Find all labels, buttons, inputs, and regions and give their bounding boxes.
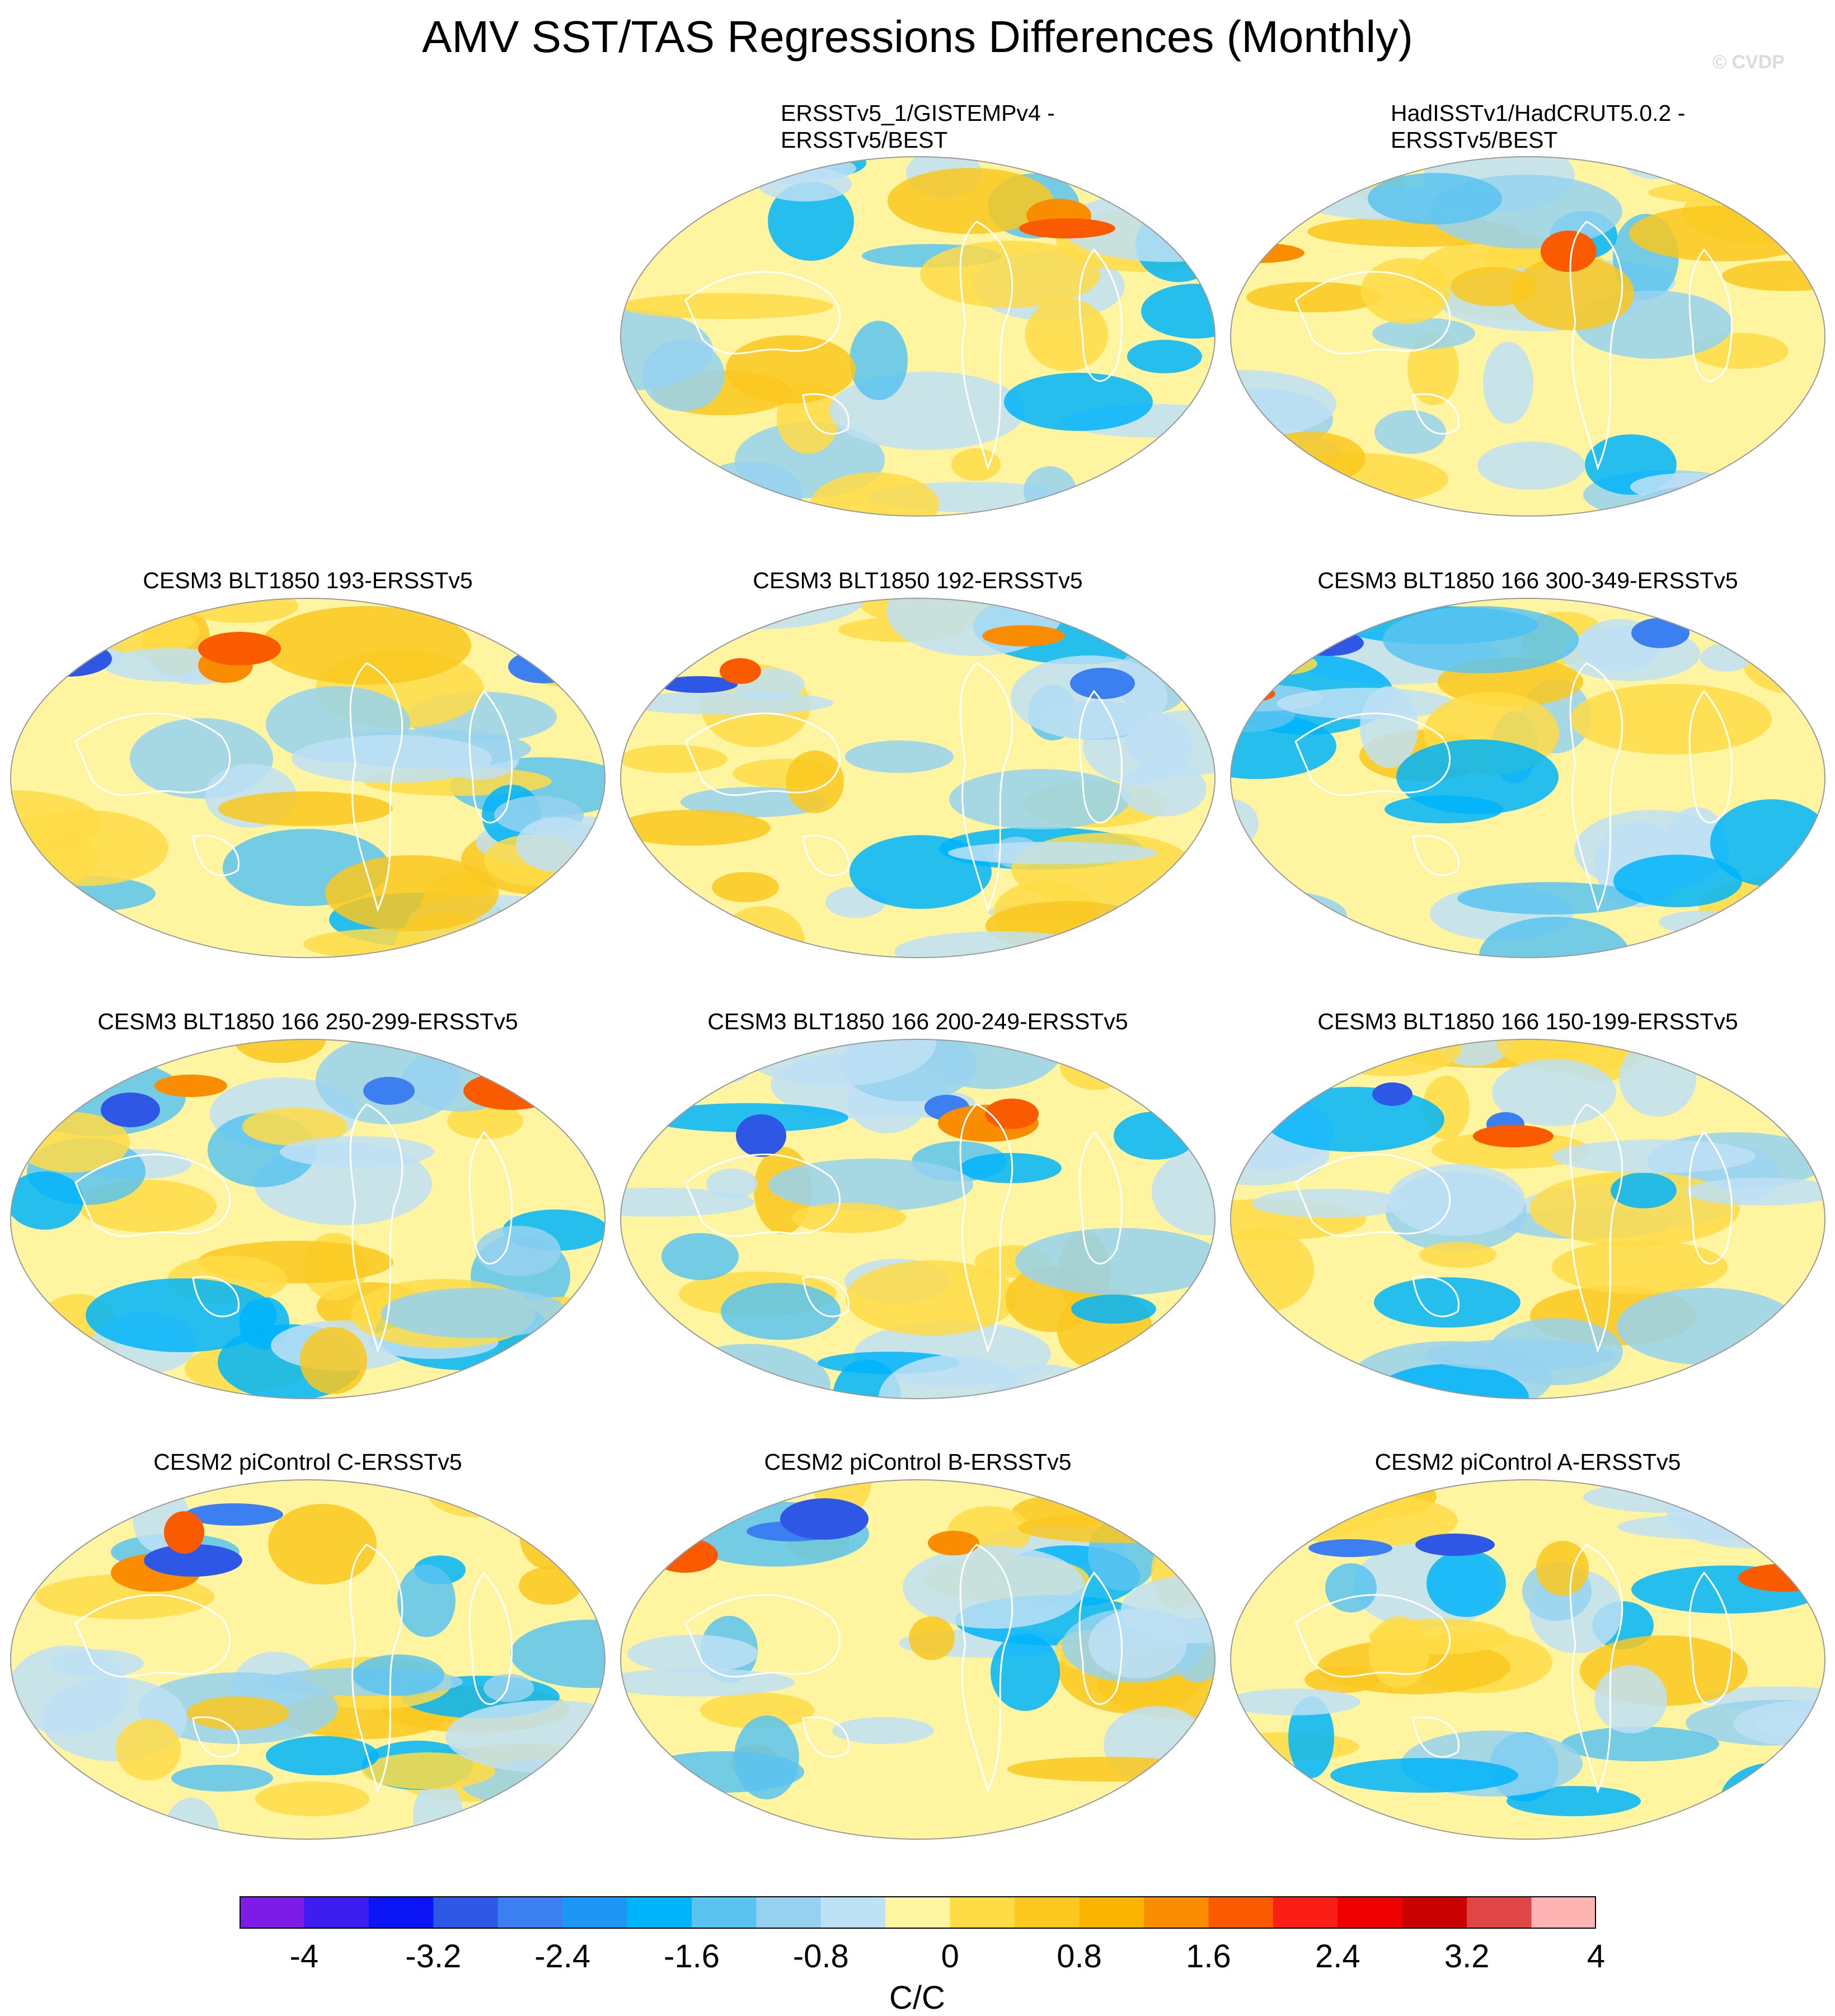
colorbar-swatch [1531, 1896, 1596, 1929]
colorbar-swatch [1015, 1896, 1080, 1929]
colorbar-tick-label: 0.8 [1057, 1938, 1102, 1975]
world-map-panel [10, 597, 606, 959]
panel-title: CESM2 piControl A-ERSSTv5 [1374, 1449, 1681, 1475]
colorbar-swatch [240, 1896, 304, 1929]
colorbar [240, 1896, 1596, 1929]
world-map-panel [10, 1038, 606, 1400]
colorbar-swatch [756, 1896, 822, 1929]
colorbar-swatch [1208, 1896, 1274, 1929]
world-map-panel [1229, 1479, 1826, 1840]
panel-title: CESM3 BLT1850 166 300-349-ERSSTv5 [1317, 568, 1738, 593]
panel-title: HadISSTv1/HadCRUT5.0.2 - ERSSTv5/BEST [1391, 100, 1686, 153]
colorbar-tick-label: 2.4 [1315, 1938, 1360, 1975]
world-map-panel [1229, 1038, 1826, 1400]
world-map-panel [1229, 597, 1826, 959]
colorbar-swatch [885, 1896, 951, 1929]
colorbar-swatch [820, 1896, 886, 1929]
world-map-panel [620, 597, 1216, 959]
colorbar-swatch [627, 1896, 692, 1929]
colorbar-tick-label: 1.6 [1186, 1938, 1231, 1975]
colorbar-tick-label: 0 [941, 1938, 959, 1975]
colorbar-tick-label: -2.4 [534, 1938, 591, 1975]
colorbar-tick-label: 4 [1587, 1938, 1606, 1975]
colorbar-swatch [304, 1896, 369, 1929]
panel-title: CESM3 BLT1850 192-ERSSTv5 [753, 568, 1083, 593]
colorbar-swatch [1402, 1896, 1467, 1929]
colorbar-swatch [950, 1896, 1015, 1929]
panel-title: CESM2 piControl C-ERSSTv5 [153, 1449, 462, 1475]
colorbar-swatch [562, 1896, 628, 1929]
colorbar-tick-label: -3.2 [405, 1938, 462, 1975]
colorbar-units: C/C [889, 1980, 945, 2016]
colorbar-tick-label: 3.2 [1444, 1938, 1490, 1975]
colorbar-swatch [1273, 1896, 1338, 1929]
colorbar-swatch [498, 1896, 563, 1929]
colorbar-tick-label: -4 [289, 1938, 319, 1975]
world-map-panel [1229, 156, 1826, 517]
colorbar-swatch [1467, 1896, 1532, 1929]
panel-title: CESM3 BLT1850 193-ERSSTv5 [143, 568, 473, 593]
panel-title: CESM3 BLT1850 166 150-199-ERSSTv5 [1317, 1009, 1738, 1034]
colorbar-swatch [368, 1896, 434, 1929]
cvdp-watermark: © CVDP [1712, 51, 1785, 73]
world-map-panel [620, 156, 1216, 517]
world-map-panel [620, 1479, 1216, 1840]
panel-title: CESM3 BLT1850 166 200-249-ERSSTv5 [707, 1009, 1128, 1034]
colorbar-swatch [1144, 1896, 1209, 1929]
panel-title: CESM2 piControl B-ERSSTv5 [764, 1449, 1072, 1475]
colorbar-swatch [433, 1896, 499, 1929]
colorbar-tick-label: -0.8 [792, 1938, 849, 1975]
world-map-panel [620, 1038, 1216, 1400]
colorbar-swatch [1337, 1896, 1403, 1929]
figure-title: AMV SST/TAS Regressions Differences (Mon… [422, 12, 1413, 62]
colorbar-swatch [692, 1896, 757, 1929]
world-map-panel [10, 1479, 606, 1840]
panel-title: ERSSTv5_1/GISTEMPv4 - ERSSTv5/BEST [781, 100, 1055, 153]
colorbar-swatch [1079, 1896, 1144, 1929]
panel-title: CESM3 BLT1850 166 250-299-ERSSTv5 [97, 1009, 518, 1034]
colorbar-tick-label: -1.6 [664, 1938, 720, 1975]
